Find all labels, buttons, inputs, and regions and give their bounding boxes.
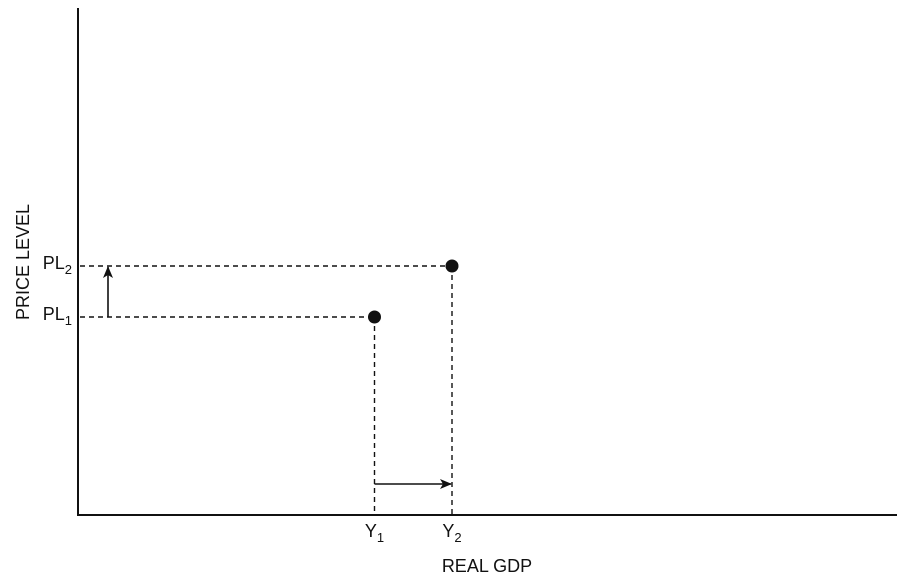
equilibrium-point-2: [445, 259, 459, 273]
x-tick-label-2: Y2: [442, 521, 461, 545]
y-tick-label-2: PL2: [43, 253, 72, 277]
guide-lines: [80, 265, 453, 515]
y-axis-label: PRICE LEVEL: [13, 204, 33, 320]
equilibrium-point-1: [368, 310, 381, 324]
x-tick-label-1: Y1: [365, 521, 384, 545]
axes: [77, 8, 897, 516]
data-points: [368, 259, 459, 324]
shift-arrows: [103, 266, 452, 489]
tick-labels: Y1 Y2 PL1 PL2: [43, 253, 462, 545]
x-axis-label: REAL GDP: [442, 556, 532, 576]
y-tick-label-1: PL1: [43, 304, 72, 328]
